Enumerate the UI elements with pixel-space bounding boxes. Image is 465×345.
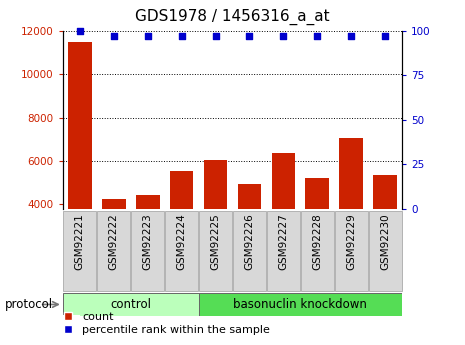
Text: protocol: protocol bbox=[5, 298, 53, 311]
Bar bbox=[238, 184, 261, 291]
Bar bbox=[339, 138, 363, 291]
Bar bbox=[170, 171, 193, 291]
Legend: count, percentile rank within the sample: count, percentile rank within the sample bbox=[52, 307, 274, 339]
FancyBboxPatch shape bbox=[335, 211, 368, 291]
FancyBboxPatch shape bbox=[267, 211, 300, 291]
FancyBboxPatch shape bbox=[199, 211, 232, 291]
Bar bbox=[373, 175, 397, 291]
Text: GSM92222: GSM92222 bbox=[109, 214, 119, 270]
FancyBboxPatch shape bbox=[165, 211, 198, 291]
Text: GSM92226: GSM92226 bbox=[245, 214, 254, 270]
Text: GSM92229: GSM92229 bbox=[346, 214, 356, 270]
Bar bbox=[306, 178, 329, 291]
Text: GSM92221: GSM92221 bbox=[75, 214, 85, 270]
FancyBboxPatch shape bbox=[131, 211, 164, 291]
Text: GDS1978 / 1456316_a_at: GDS1978 / 1456316_a_at bbox=[135, 9, 330, 25]
Point bbox=[178, 33, 185, 39]
FancyBboxPatch shape bbox=[199, 293, 402, 316]
Text: control: control bbox=[110, 298, 151, 311]
Text: basonuclin knockdown: basonuclin knockdown bbox=[233, 298, 367, 311]
Point bbox=[313, 33, 321, 39]
Text: GSM92223: GSM92223 bbox=[143, 214, 153, 270]
Bar bbox=[68, 42, 92, 291]
FancyBboxPatch shape bbox=[369, 211, 402, 291]
Point bbox=[212, 33, 219, 39]
Point bbox=[76, 28, 83, 34]
FancyBboxPatch shape bbox=[63, 293, 199, 316]
FancyBboxPatch shape bbox=[97, 211, 130, 291]
Point bbox=[110, 33, 117, 39]
Bar bbox=[102, 199, 126, 291]
FancyBboxPatch shape bbox=[301, 211, 334, 291]
Point bbox=[144, 33, 151, 39]
Bar bbox=[204, 160, 227, 291]
Text: GSM92224: GSM92224 bbox=[177, 214, 186, 270]
Text: GSM92225: GSM92225 bbox=[211, 214, 220, 270]
FancyBboxPatch shape bbox=[233, 211, 266, 291]
Bar bbox=[136, 195, 159, 291]
Text: GSM92230: GSM92230 bbox=[380, 214, 390, 270]
Point bbox=[347, 33, 355, 39]
Point bbox=[279, 33, 287, 39]
Text: GSM92228: GSM92228 bbox=[312, 214, 322, 270]
Bar bbox=[272, 154, 295, 291]
Point bbox=[381, 33, 389, 39]
Text: GSM92227: GSM92227 bbox=[279, 214, 288, 270]
FancyBboxPatch shape bbox=[63, 211, 96, 291]
Point bbox=[246, 33, 253, 39]
